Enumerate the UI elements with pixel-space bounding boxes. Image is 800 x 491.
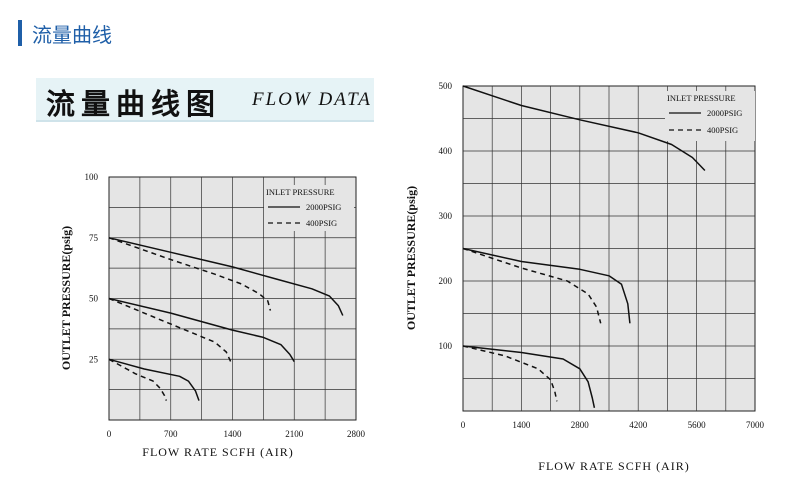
- y-tick-label: 25: [89, 354, 99, 364]
- banner-title-cn: 流量曲线图: [46, 87, 222, 121]
- accent-bar: [18, 20, 22, 46]
- y-tick-label: 100: [439, 341, 453, 351]
- series-line-dashed: [108, 297, 232, 363]
- series-line-solid: [108, 358, 200, 401]
- series-line-dashed: [108, 237, 272, 311]
- legend-title: INLET PRESSURE: [266, 187, 335, 197]
- x-tick-label: 7000: [746, 420, 765, 430]
- x-tick-label: 1400: [224, 429, 243, 439]
- section-header: 流量曲线: [18, 18, 112, 48]
- y-axis-label: OUTLET PRESSURE(psig): [404, 186, 418, 330]
- x-axis-label: FLOW RATE SCFH (AIR): [142, 445, 293, 459]
- legend-title: INLET PRESSURE: [667, 93, 736, 103]
- y-tick-label: 500: [439, 81, 453, 91]
- x-tick-label: 1400: [512, 420, 531, 430]
- legend-label: 2000PSIG: [707, 108, 742, 118]
- x-tick-label: 4200: [629, 420, 648, 430]
- x-tick-label: 0: [461, 420, 466, 430]
- y-axis-label: OUTLET PRESSURE(psig): [59, 226, 73, 370]
- series-line-dashed: [462, 247, 602, 324]
- section-title: 流量曲线: [32, 22, 112, 47]
- x-axis-label: FLOW RATE SCFH (AIR): [538, 459, 689, 473]
- y-tick-label: 100: [85, 172, 99, 182]
- y-tick-label: 75: [89, 233, 99, 243]
- series-line-solid: [108, 297, 295, 363]
- x-tick-label: 2800: [571, 420, 590, 430]
- series-line-solid: [108, 237, 344, 316]
- series-line-dashed: [462, 345, 558, 402]
- x-tick-label: 5600: [688, 420, 707, 430]
- series-line-solid: [462, 247, 631, 324]
- x-tick-label: 700: [164, 429, 178, 439]
- x-tick-label: 2800: [347, 429, 366, 439]
- x-tick-label: 0: [107, 429, 112, 439]
- legend-label: 400PSIG: [306, 218, 337, 228]
- legend-box: [665, 91, 755, 141]
- y-tick-label: 300: [439, 211, 453, 221]
- banner-title-en: FLOW DATA: [252, 89, 372, 110]
- series-line-solid: [462, 85, 706, 172]
- legend-label: 2000PSIG: [306, 202, 341, 212]
- series-line-dashed: [108, 358, 168, 401]
- x-tick-label: 2100: [285, 429, 304, 439]
- y-tick-label: 200: [439, 276, 453, 286]
- legend-label: 400PSIG: [707, 125, 738, 135]
- series-line-solid: [462, 345, 596, 408]
- flow-data-banner: 流量曲线图 FLOW DATA: [36, 78, 374, 122]
- y-tick-label: 400: [439, 146, 453, 156]
- y-tick-label: 50: [89, 294, 99, 304]
